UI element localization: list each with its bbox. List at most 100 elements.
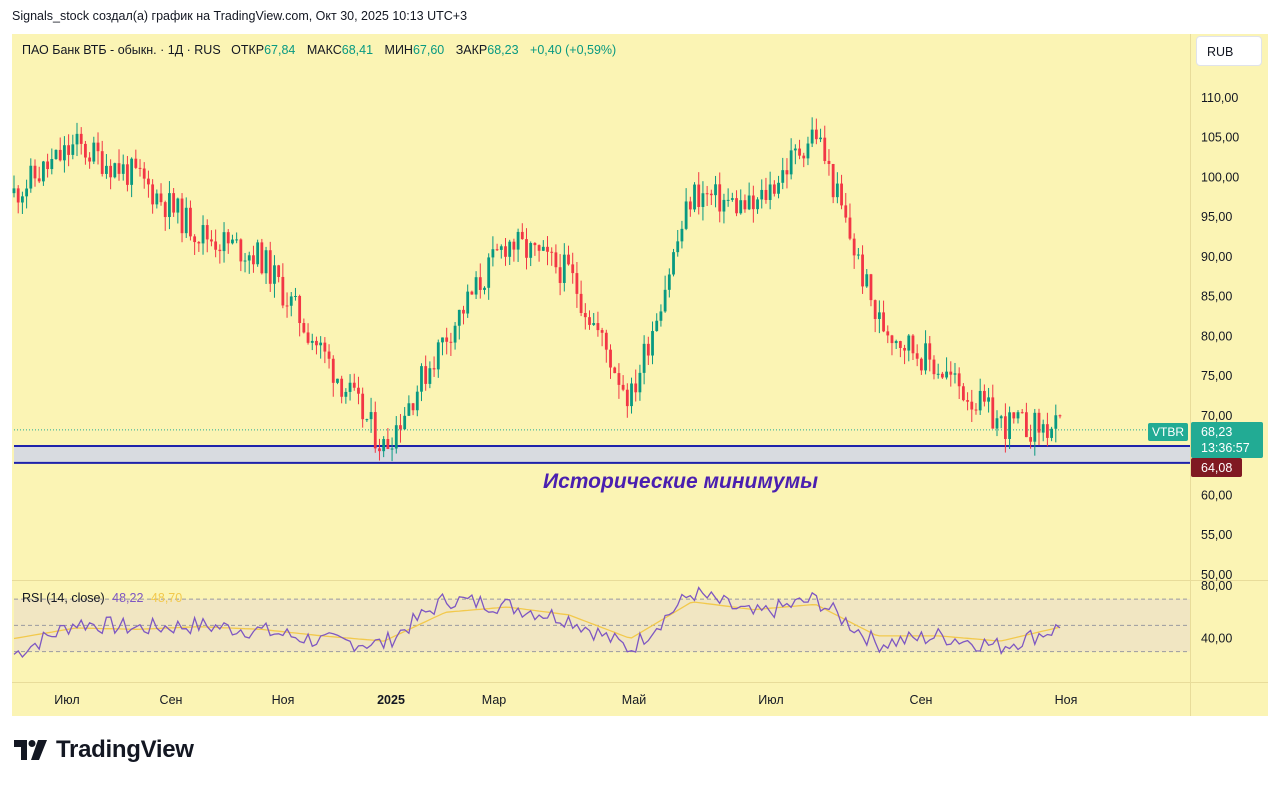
- time-axis-label: Ноя: [272, 693, 295, 707]
- candle: [134, 158, 138, 168]
- candle: [441, 337, 444, 343]
- pane-divider[interactable]: [12, 580, 1268, 581]
- candle: [978, 390, 982, 411]
- candle: [205, 225, 209, 240]
- candle: [495, 249, 499, 251]
- axes: 110,00 105,00 100,00 95,00 90,00 85,00 80,00 75…: [54, 91, 1263, 707]
- candle: [382, 439, 386, 452]
- candle: [483, 287, 486, 290]
- candle: [533, 243, 537, 246]
- candle: [218, 249, 222, 252]
- candle: [869, 274, 873, 301]
- candle: [579, 293, 583, 313]
- candle: [525, 239, 528, 258]
- symbol-legend[interactable]: ПАО Банк ВТБ - обыкн. · 1Д · RUS ОТКР67,…: [22, 43, 616, 57]
- rsi-tick-label: 40,00: [1201, 632, 1232, 646]
- candle: [730, 198, 734, 200]
- candle: [886, 331, 890, 336]
- candle: [562, 254, 566, 283]
- candle: [945, 371, 948, 378]
- candle: [96, 142, 100, 152]
- candle: [785, 170, 789, 175]
- rsi-ma-line: [13, 601, 1061, 642]
- candle: [344, 391, 348, 397]
- annotation-historical-lows: Исторические минимумы: [543, 470, 818, 493]
- candle: [508, 241, 512, 257]
- candle: [1054, 415, 1058, 429]
- price-tick-label: 85,00: [1201, 290, 1232, 304]
- candle: [407, 403, 411, 416]
- candle: [319, 342, 323, 346]
- historical-low-zone: [14, 444, 1190, 464]
- candle: [743, 200, 747, 210]
- candle: [651, 331, 654, 356]
- time-axis-label: Мар: [482, 693, 507, 707]
- rsi-legend[interactable]: RSI (14, close) 48,22 48,70: [22, 591, 182, 605]
- candle: [386, 439, 390, 449]
- candle: [121, 164, 125, 174]
- candle: [411, 403, 415, 411]
- candle: [310, 340, 314, 343]
- candle: [100, 151, 104, 174]
- candle: [268, 250, 272, 284]
- candle: [352, 382, 356, 388]
- candle: [575, 273, 579, 294]
- candle: [802, 155, 806, 159]
- candle: [348, 382, 352, 392]
- candle: [222, 232, 226, 252]
- candle: [588, 317, 591, 325]
- candle: [33, 165, 37, 179]
- candle: [147, 178, 150, 185]
- candle: [1045, 424, 1049, 438]
- change-value: +0,40 (+0,59%): [530, 43, 617, 57]
- candle: [453, 325, 457, 343]
- candle: [659, 311, 663, 321]
- price-axis-divider: [1190, 34, 1191, 716]
- candle: [323, 342, 327, 352]
- candle: [684, 201, 688, 229]
- candle: [642, 343, 646, 373]
- candle: [924, 343, 927, 371]
- candle: [1037, 412, 1041, 433]
- candle: [735, 198, 738, 214]
- candle: [58, 149, 62, 161]
- candle: [491, 249, 495, 258]
- candle: [226, 232, 230, 244]
- candle: [445, 337, 449, 342]
- candle: [285, 305, 289, 307]
- tradingview-logo-icon: [14, 740, 47, 760]
- candle: [793, 148, 797, 151]
- candle: [919, 358, 923, 371]
- candle: [12, 188, 16, 194]
- candle: [680, 228, 684, 242]
- candle: [399, 425, 402, 430]
- chart-caption: Signals_stock создал(а) график на Tradin…: [12, 9, 468, 23]
- candle: [596, 323, 600, 331]
- candle: [457, 309, 461, 326]
- candle: [760, 189, 764, 200]
- time-axis-divider: [12, 682, 1268, 683]
- candle: [424, 366, 428, 384]
- candle: [583, 312, 587, 318]
- candle: [693, 184, 696, 210]
- candle: [810, 129, 814, 144]
- candle: [231, 239, 234, 244]
- candle: [718, 184, 722, 212]
- candle: [252, 255, 255, 265]
- zone-low-label: 64,08: [1201, 461, 1232, 475]
- candle: [764, 189, 768, 200]
- price-tick-label: 70,00: [1201, 409, 1232, 423]
- candle: [361, 393, 365, 420]
- brand-name: TradingView: [56, 736, 194, 763]
- candle: [890, 335, 894, 344]
- candle: [613, 367, 617, 374]
- candle: [932, 359, 936, 375]
- candle: [726, 199, 730, 201]
- candle: [193, 236, 197, 243]
- high-label: МАКС: [306, 43, 342, 57]
- currency-button[interactable]: RUB: [1196, 36, 1262, 66]
- zone-low-badge: [1191, 458, 1242, 477]
- price-candles: [12, 117, 1062, 462]
- candle: [336, 378, 339, 383]
